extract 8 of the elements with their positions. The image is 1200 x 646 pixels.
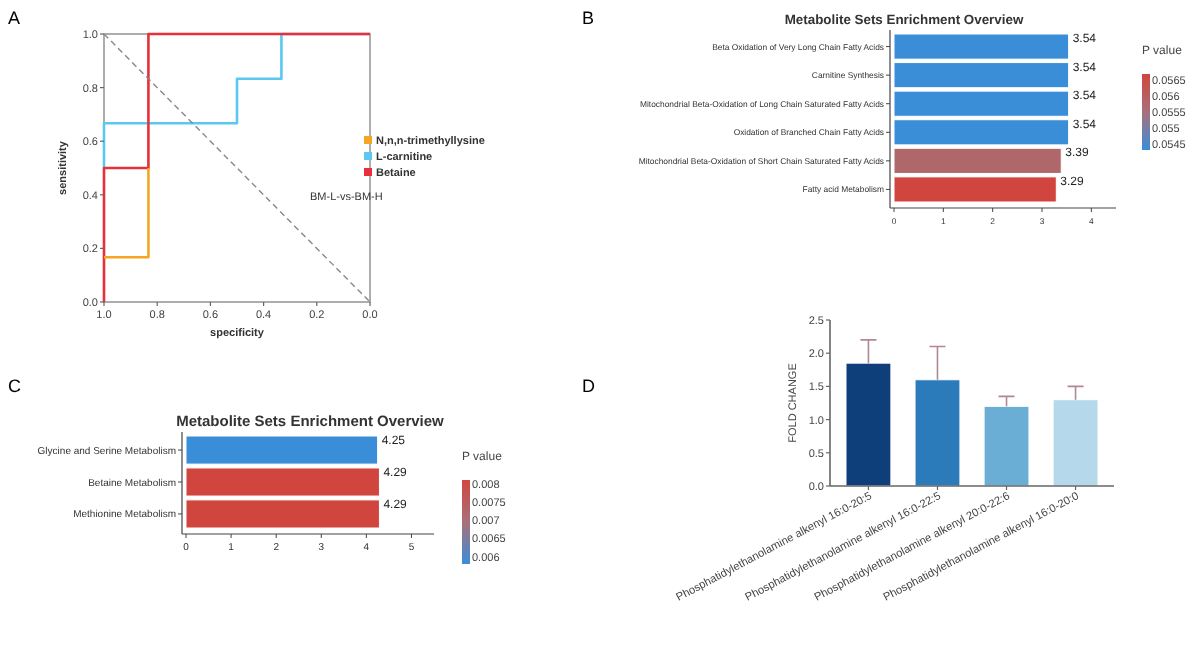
text: A xyxy=(8,8,21,28)
bar xyxy=(1052,399,1099,487)
bar xyxy=(914,379,961,487)
text: C xyxy=(8,376,22,396)
bar xyxy=(983,405,1030,487)
text: D xyxy=(582,376,596,396)
text: B xyxy=(582,8,595,28)
bar xyxy=(845,362,892,487)
